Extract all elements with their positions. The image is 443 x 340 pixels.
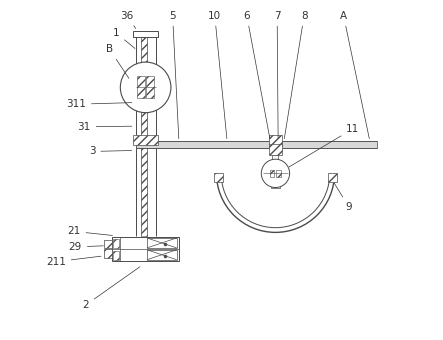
Bar [133,135,158,145]
Text: 2: 2 [83,267,140,310]
Bar [147,238,177,248]
Circle shape [120,62,171,113]
Text: 11: 11 [289,124,360,167]
Text: 31: 31 [78,122,132,132]
Text: A: A [340,11,369,139]
Bar [112,237,179,261]
Bar [105,240,112,248]
Bar [269,135,282,146]
Bar [140,37,147,236]
Bar [214,173,223,182]
Bar [272,178,280,188]
Bar [136,141,377,148]
Text: 311: 311 [66,99,132,109]
Bar [147,76,154,98]
Text: 5: 5 [169,11,179,139]
Bar [105,249,112,257]
Text: 10: 10 [208,11,227,139]
Text: 7: 7 [274,11,280,138]
Bar [276,170,281,177]
Bar [270,170,275,177]
Text: 21: 21 [67,226,113,236]
Bar [272,155,279,170]
Text: 6: 6 [244,11,270,139]
Bar [269,144,282,155]
Bar [113,239,119,248]
Bar [133,31,159,37]
Text: 3: 3 [89,147,132,156]
Text: B: B [106,44,129,78]
Text: 29: 29 [69,242,103,252]
Bar [328,173,337,182]
Text: 1: 1 [113,28,135,49]
Text: 36: 36 [120,11,136,29]
Circle shape [261,159,290,188]
Text: 9: 9 [334,183,352,212]
Bar [137,76,145,98]
Text: 8: 8 [284,11,307,139]
Bar [113,251,119,260]
Bar [147,250,177,260]
Text: 211: 211 [46,256,101,267]
